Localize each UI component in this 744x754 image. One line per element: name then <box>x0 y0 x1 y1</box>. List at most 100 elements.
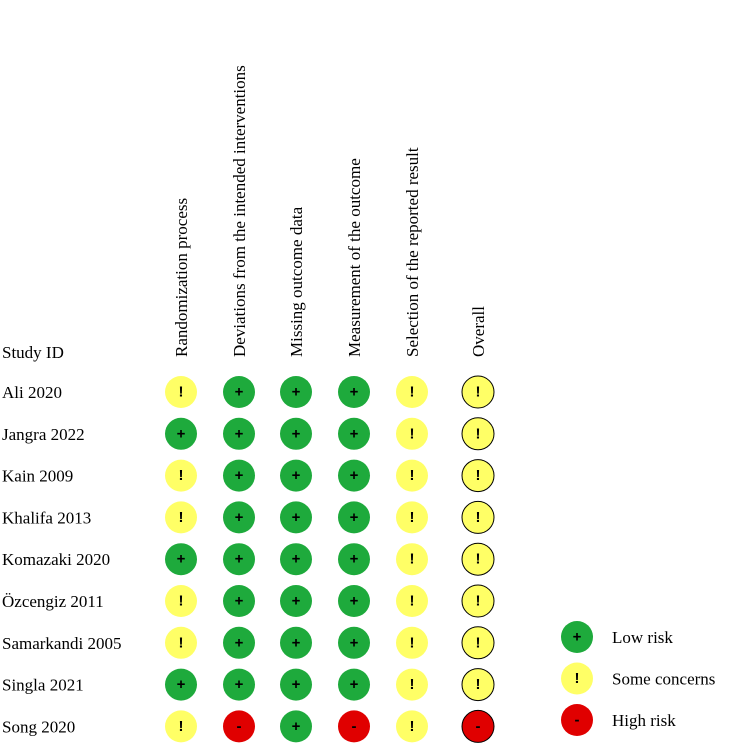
judgment-circle <box>338 710 370 743</box>
legend-circle <box>561 662 593 695</box>
judgment-symbol: ! <box>410 634 415 651</box>
judgment-circle <box>338 543 370 576</box>
judgment-circle <box>165 585 197 617</box>
judgment-circle <box>461 709 495 743</box>
judgment-symbol: + <box>350 425 359 442</box>
judgment-circle <box>165 668 197 701</box>
judgment-symbol: + <box>235 509 244 526</box>
judgment-circle <box>280 501 312 534</box>
judgment-symbol: + <box>350 467 359 484</box>
judgment-circle <box>338 501 370 534</box>
judgment-symbol: ! <box>476 634 481 651</box>
judgment-symbol: + <box>235 593 244 610</box>
judgment-circle <box>396 459 428 492</box>
judgment-symbol: + <box>350 509 359 526</box>
judgment-circle <box>165 501 197 534</box>
judgment-symbol: + <box>235 467 244 484</box>
judgment-circle <box>461 375 495 409</box>
judgment-symbol: ! <box>179 384 184 401</box>
judgment-circle <box>461 542 495 576</box>
judgment-symbol: ! <box>476 384 481 401</box>
judgment-symbol: ! <box>179 467 184 484</box>
judgment-circle <box>280 459 312 492</box>
judgment-symbol: - <box>352 718 357 735</box>
legend-label: Some concerns <box>612 670 715 689</box>
judgment-circle <box>280 668 312 701</box>
legend-label: Low risk <box>612 628 673 647</box>
judgment-circle <box>280 710 312 743</box>
judgment-symbol: ! <box>476 593 481 610</box>
judgment-circle <box>338 459 370 492</box>
judgment-circle <box>223 585 255 617</box>
judgment-circle <box>396 710 428 743</box>
judgment-symbol: + <box>292 425 301 442</box>
judgment-circle <box>461 626 495 660</box>
judgment-circle <box>396 668 428 701</box>
judgment-symbol: ! <box>410 425 415 442</box>
legend-label: High risk <box>612 711 676 730</box>
judgment-symbol: ! <box>476 509 481 526</box>
judgment-symbol: + <box>235 384 244 401</box>
judgment-circle <box>280 543 312 576</box>
judgment-circle <box>223 501 255 534</box>
judgment-circle <box>223 710 255 743</box>
domain-header: Randomization process <box>172 198 191 357</box>
judgment-symbol: + <box>177 425 186 442</box>
judgment-symbol: ! <box>476 551 481 568</box>
judgment-symbol: + <box>350 384 359 401</box>
judgment-symbol: ! <box>476 425 481 442</box>
judgment-circle <box>223 459 255 492</box>
judgment-circle <box>280 626 312 659</box>
judgment-symbol: + <box>292 593 301 610</box>
study-name: Khalifa 2013 <box>2 508 91 527</box>
judgment-symbol: ! <box>179 509 184 526</box>
judgment-symbol: + <box>350 676 359 693</box>
judgment-symbol: + <box>292 634 301 651</box>
legend-circle <box>561 621 593 653</box>
judgment-symbol: + <box>292 467 301 484</box>
legend-circle <box>561 704 593 736</box>
judgment-circle <box>223 626 255 659</box>
judgment-circle <box>396 501 428 534</box>
judgment-symbol: ! <box>410 593 415 610</box>
judgment-symbol: ! <box>476 467 481 484</box>
judgment-symbol: + <box>350 634 359 651</box>
judgment-circle <box>280 376 312 408</box>
judgment-circle <box>461 668 495 702</box>
judgment-symbol: + <box>235 676 244 693</box>
judgment-circle <box>396 417 428 450</box>
study-name: Komazaki 2020 <box>2 550 110 569</box>
domain-header: Measurement of the outcome <box>345 158 364 357</box>
judgment-symbol: + <box>235 551 244 568</box>
judgment-symbol: + <box>292 551 301 568</box>
judgment-symbol: ! <box>410 509 415 526</box>
judgment-circle <box>338 668 370 701</box>
study-name: Ali 2020 <box>2 383 62 402</box>
judgment-symbol: + <box>350 593 359 610</box>
judgment-symbol: - <box>237 718 242 735</box>
study-name: Kain 2009 <box>2 467 73 486</box>
domain-header: Selection of the reported result <box>403 147 422 357</box>
judgment-circle <box>223 543 255 576</box>
judgment-symbol: + <box>292 384 301 401</box>
legend-symbol: - <box>575 712 580 729</box>
legend-symbol: ! <box>575 670 580 687</box>
judgment-circle <box>280 417 312 450</box>
study-name: Özcengiz 2011 <box>2 592 104 611</box>
judgment-circle <box>461 417 495 451</box>
study-name: Singla 2021 <box>2 676 84 695</box>
study-name: Samarkandi 2005 <box>2 634 121 653</box>
judgment-circle <box>165 376 197 408</box>
judgment-symbol: + <box>177 551 186 568</box>
judgment-circle <box>338 376 370 408</box>
judgment-symbol: ! <box>410 467 415 484</box>
judgment-symbol: + <box>177 676 186 693</box>
judgment-symbol: + <box>292 676 301 693</box>
judgment-symbol: - <box>476 718 481 735</box>
domain-header: Missing outcome data <box>287 206 306 357</box>
judgment-circle <box>461 500 495 534</box>
judgment-circle <box>223 417 255 450</box>
domain-header: Overall <box>469 306 488 357</box>
study-id-header: Study ID <box>2 343 64 362</box>
